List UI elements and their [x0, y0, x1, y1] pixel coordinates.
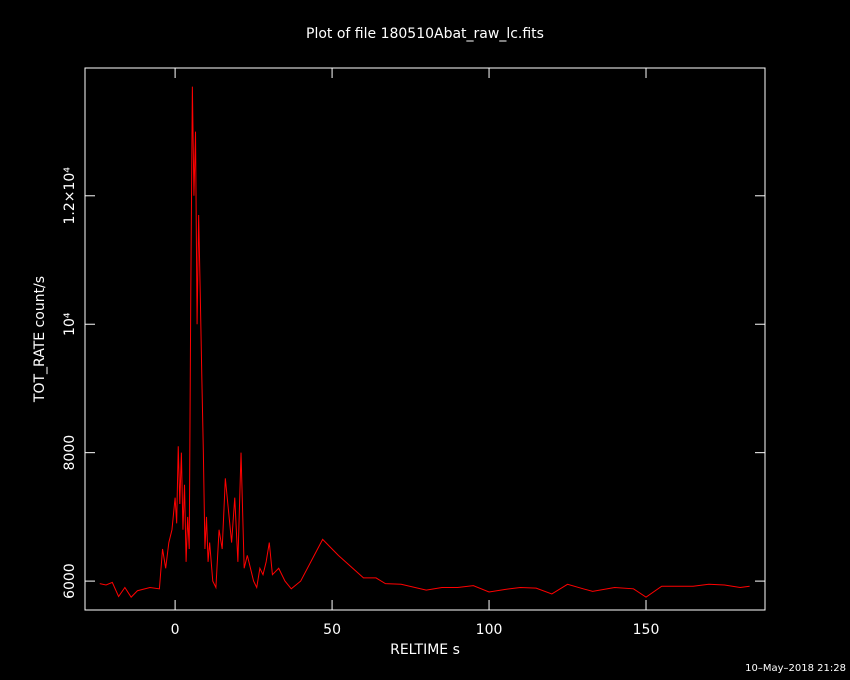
x-axis-title: RELTIME s [390, 642, 460, 658]
y-tick-label: 6000 [62, 563, 78, 599]
chart-title: Plot of file 180510Abat_raw_lc.fits [306, 26, 544, 42]
y-tick-label: 10⁴ [62, 312, 78, 336]
x-tick-label: 50 [323, 622, 341, 638]
plot-frame [84, 67, 766, 611]
timestamp: 10–May–2018 21:28 [745, 663, 846, 674]
data-line [99, 86, 750, 598]
y-tick-label: 8000 [62, 435, 78, 471]
y-tick-label: 1.2×10⁴ [62, 167, 78, 225]
x-tick-label: 150 [633, 622, 660, 638]
x-tick-label: 100 [476, 622, 503, 638]
x-tick-label: 0 [171, 622, 180, 638]
y-axis-title: TOT_RATE count/s [32, 276, 48, 403]
